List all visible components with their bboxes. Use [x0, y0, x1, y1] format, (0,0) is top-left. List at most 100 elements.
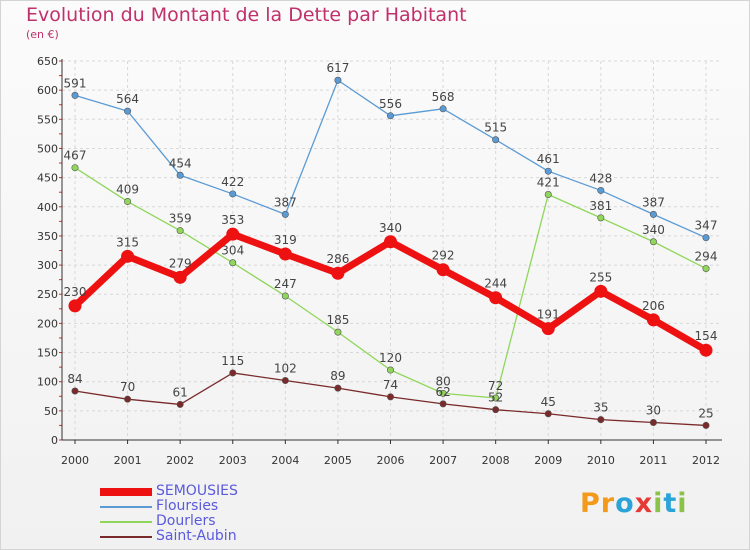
x-tick-label: 2012: [692, 454, 720, 467]
data-label-dourlers: 294: [695, 250, 718, 264]
data-label-saint-aubin: 61: [173, 385, 188, 399]
x-tick-label: 2007: [429, 454, 457, 467]
x-tick-label: 2010: [587, 454, 615, 467]
data-point-floursies: [334, 76, 342, 84]
data-label-semousies: 340: [379, 221, 402, 235]
data-point-floursies: [71, 91, 79, 99]
data-label-dourlers: 381: [589, 199, 612, 213]
legend-label: Saint-Aubin: [156, 528, 237, 544]
data-label-semousies: 206: [642, 299, 665, 313]
proxiti-logo: Proxiti: [580, 488, 688, 519]
data-point-dourlers: [386, 366, 394, 374]
data-point-semousies: [121, 249, 135, 263]
x-tick-label: 2000: [61, 454, 89, 467]
data-label-saint-aubin: 89: [330, 369, 345, 383]
data-label-dourlers: 185: [326, 313, 349, 327]
data-point-floursies: [386, 112, 394, 120]
data-label-semousies: 154: [695, 329, 718, 343]
data-point-floursies: [649, 210, 657, 218]
legend-item-floursies: Floursies: [100, 499, 238, 514]
data-label-saint-aubin: 70: [120, 380, 135, 394]
data-label-dourlers: 421: [537, 176, 560, 190]
data-label-floursies: 617: [326, 61, 349, 75]
data-label-saint-aubin: 35: [593, 401, 608, 415]
data-label-floursies: 591: [64, 76, 87, 90]
data-point-floursies: [597, 186, 605, 194]
data-label-semousies: 353: [221, 213, 244, 227]
x-tick-label: 2002: [166, 454, 194, 467]
data-point-floursies: [702, 234, 710, 242]
legend-swatch: [100, 520, 152, 523]
data-label-floursies: 461: [537, 152, 560, 166]
y-tick-label: 400: [37, 201, 58, 214]
data-point-dourlers: [176, 227, 184, 235]
data-label-floursies: 556: [379, 97, 402, 111]
data-point-dourlers: [597, 214, 605, 222]
data-label-dourlers: 120: [379, 351, 402, 365]
data-label-semousies: 315: [116, 235, 139, 249]
data-point-dourlers: [544, 191, 552, 199]
data-point-semousies: [489, 291, 503, 305]
data-point-semousies: [646, 313, 660, 327]
data-label-floursies: 454: [169, 156, 192, 170]
legend-label: SEMOUSIES: [156, 483, 238, 499]
legend-swatch: [100, 505, 152, 508]
data-label-dourlers: 80: [435, 374, 450, 388]
data-point-saint-aubin: [386, 393, 394, 401]
x-tick-label: 2005: [324, 454, 352, 467]
y-tick-label: 450: [37, 172, 58, 185]
data-label-semousies: 292: [432, 249, 455, 263]
data-point-saint-aubin: [439, 400, 447, 408]
data-point-dourlers: [334, 328, 342, 336]
data-point-semousies: [699, 343, 713, 357]
data-point-semousies: [384, 235, 397, 249]
data-point-saint-aubin: [544, 410, 552, 418]
data-point-saint-aubin: [124, 395, 132, 403]
y-tick-label: 600: [37, 84, 58, 97]
data-point-saint-aubin: [702, 421, 710, 429]
legend-label: Floursies: [156, 498, 219, 514]
x-tick-label: 2008: [482, 454, 510, 467]
data-label-saint-aubin: 52: [488, 391, 503, 405]
legend-item-semousies: SEMOUSIES: [100, 484, 238, 499]
x-tick-label: 2004: [271, 454, 299, 467]
x-tick-label: 2006: [377, 454, 405, 467]
data-point-semousies: [173, 270, 187, 284]
data-point-dourlers: [124, 198, 132, 206]
data-point-semousies: [226, 227, 240, 241]
data-point-semousies: [594, 284, 608, 298]
data-point-floursies: [176, 171, 184, 179]
data-point-dourlers: [281, 292, 289, 300]
data-label-semousies: 319: [274, 233, 297, 247]
y-tick-label: 250: [37, 288, 58, 301]
data-label-floursies: 564: [116, 92, 139, 106]
x-tick-label: 2011: [639, 454, 667, 467]
data-point-floursies: [124, 107, 132, 115]
data-label-semousies: 191: [537, 308, 560, 322]
data-point-floursies: [229, 190, 237, 198]
y-tick-label: 200: [37, 317, 58, 330]
data-label-floursies: 428: [589, 171, 612, 185]
y-tick-label: 100: [37, 376, 58, 389]
data-label-semousies: 230: [64, 285, 87, 299]
data-label-dourlers: 72: [488, 379, 503, 393]
data-point-dourlers: [439, 389, 447, 397]
data-label-saint-aubin: 62: [435, 385, 450, 399]
y-tick-label: 300: [37, 259, 58, 272]
data-label-dourlers: 359: [169, 212, 192, 226]
data-label-dourlers: 304: [221, 244, 244, 258]
data-label-semousies: 255: [589, 270, 612, 284]
data-label-saint-aubin: 30: [646, 404, 661, 418]
data-label-semousies: 279: [169, 256, 192, 270]
data-point-saint-aubin: [229, 369, 237, 377]
data-label-saint-aubin: 84: [67, 372, 82, 386]
legend-item-saint-aubin: Saint-Aubin: [100, 529, 238, 544]
chart-title: Evolution du Montant de la Dette par Hab…: [26, 4, 467, 26]
y-tick-label: 650: [37, 55, 58, 68]
y-tick-label: 500: [37, 142, 58, 155]
data-point-dourlers: [649, 238, 657, 246]
data-label-semousies: 286: [326, 252, 349, 266]
y-tick-label: 350: [37, 230, 58, 243]
data-label-floursies: 422: [221, 175, 244, 189]
